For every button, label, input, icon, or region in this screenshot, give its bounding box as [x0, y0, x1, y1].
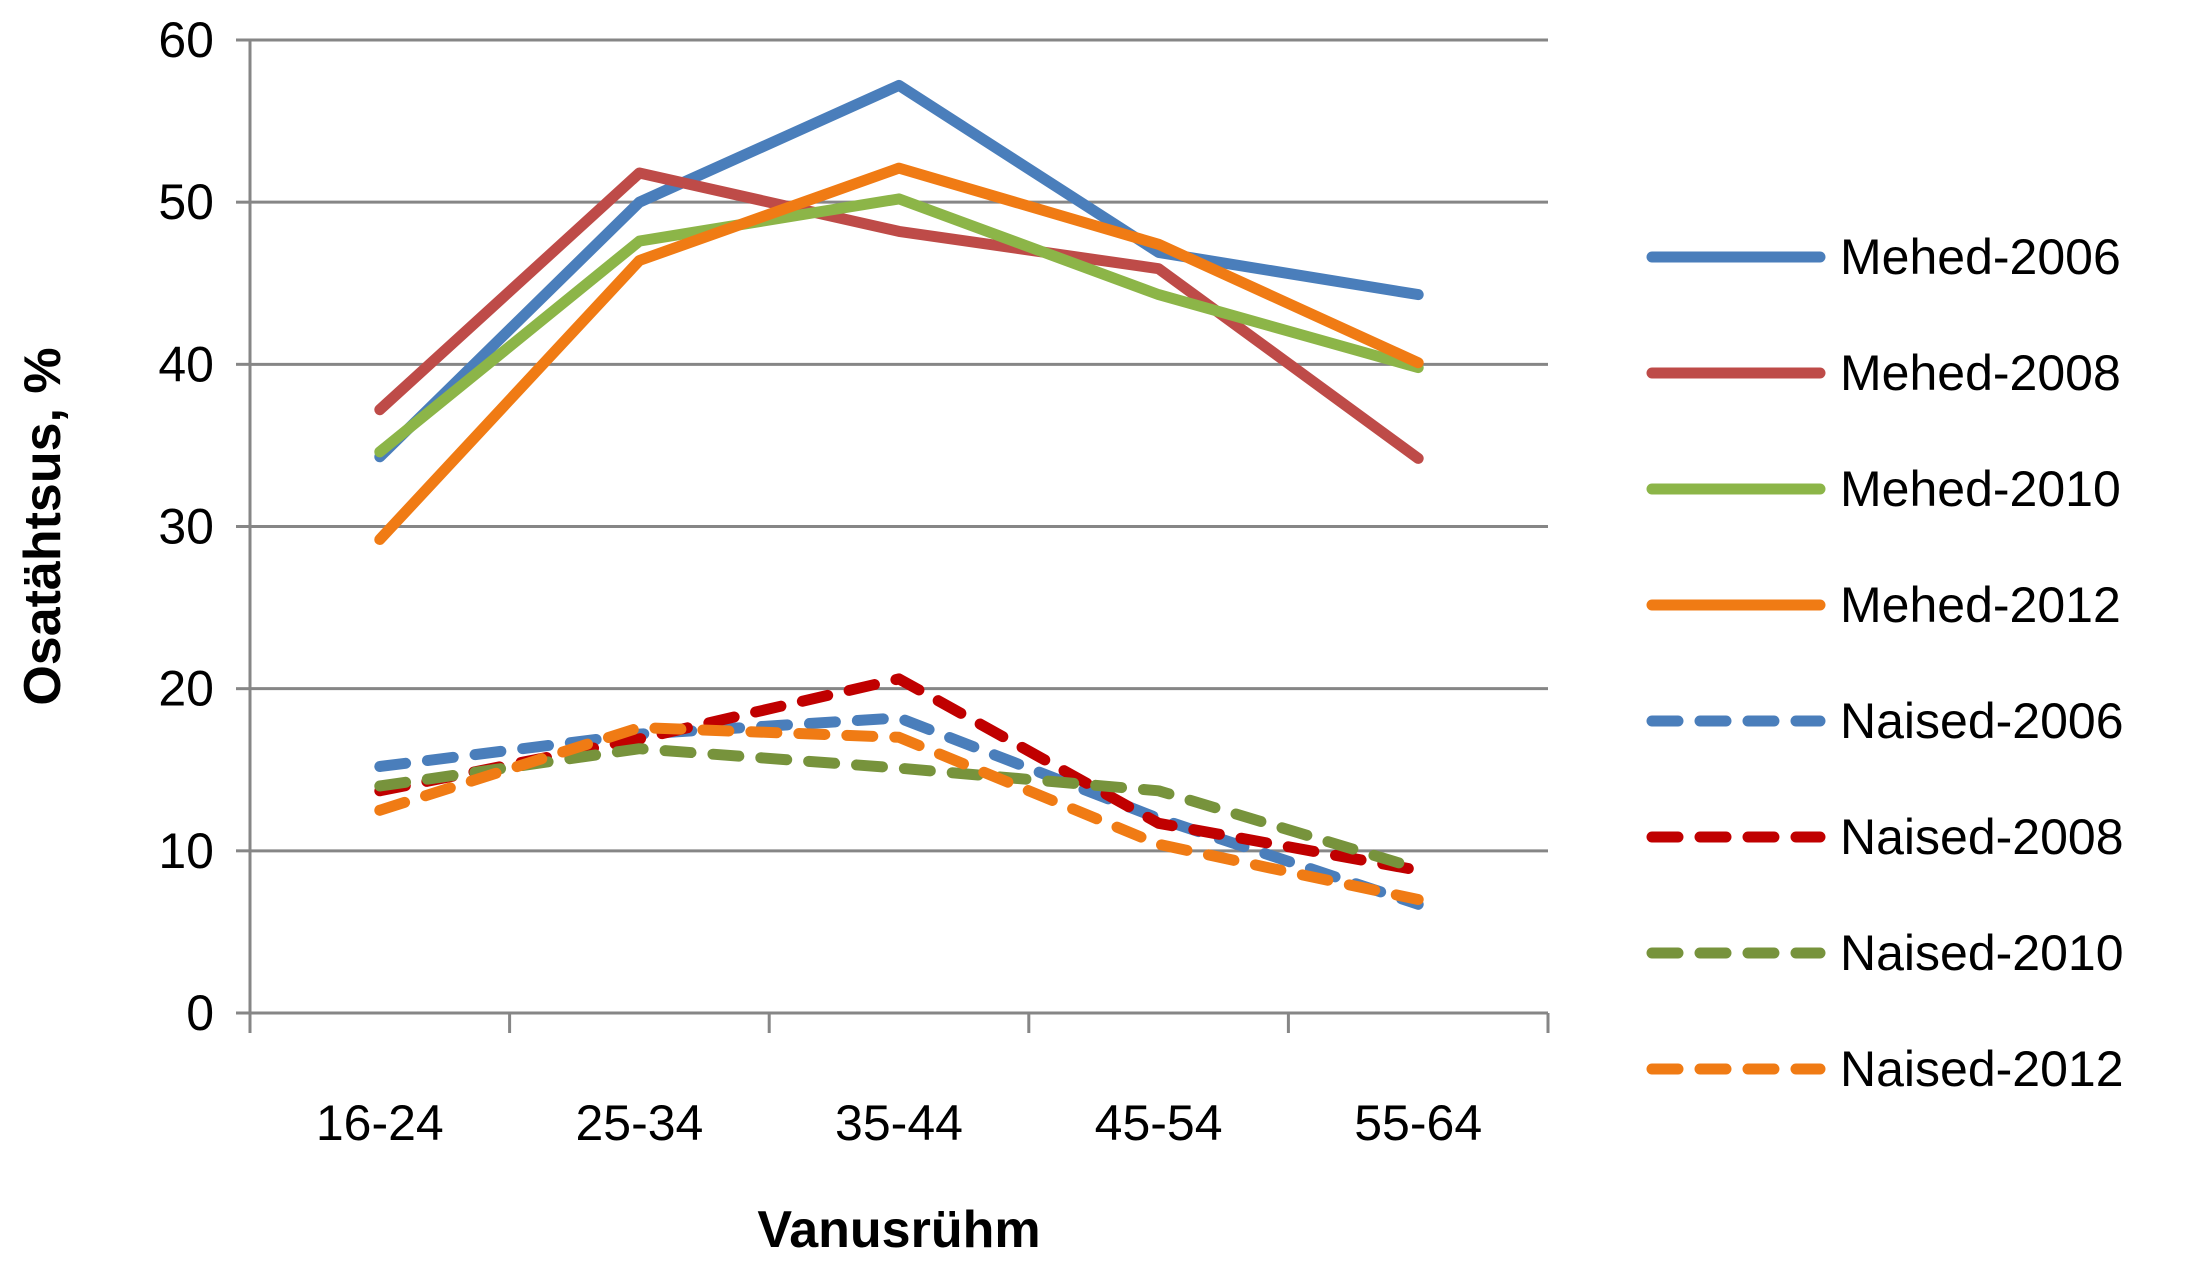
- series-line-mehed-2012: [374, 162, 1424, 545]
- legend-label: Naised-2008: [1840, 809, 2124, 865]
- legend-label: Mehed-2012: [1840, 577, 2121, 633]
- series-line-naised-2012: [374, 722, 1424, 905]
- series-lines: [374, 79, 1424, 910]
- y-tick-label: 10: [158, 823, 214, 879]
- y-tick-label: 30: [158, 499, 214, 555]
- x-axis-title: Vanusrühm: [757, 1201, 1040, 1259]
- legend: Mehed-2006 Mehed-2008 Mehed-2010 Mehed-2012…: [1646, 229, 2124, 1097]
- legend-label: Mehed-2006: [1840, 229, 2121, 285]
- x-tick-label: 25-34: [575, 1095, 703, 1151]
- series-line-mehed-2008: [374, 167, 1424, 464]
- y-tick-label: 0: [186, 985, 214, 1041]
- x-tick-label: 55-64: [1354, 1095, 1482, 1151]
- gridlines: [250, 38, 1548, 853]
- series-line-mehed-2010: [374, 193, 1424, 458]
- legend-label: Naised-2010: [1840, 925, 2124, 981]
- series-line-naised-2010: [374, 743, 1424, 875]
- x-tick-label: 16-24: [316, 1095, 444, 1151]
- legend-label: Mehed-2008: [1840, 345, 2121, 401]
- y-tick-label: 60: [158, 12, 214, 68]
- y-tick-label: 40: [158, 336, 214, 392]
- y-tick-label: 20: [158, 661, 214, 717]
- series-line-naised-2006: [374, 712, 1424, 910]
- axes: 0 10 20 30 40 50 60 16-24 25-34 35-44 45-54 55-64: [158, 12, 1550, 1151]
- y-tick-label: 50: [158, 174, 214, 230]
- series-line-mehed-2006: [374, 79, 1424, 463]
- y-axis-title: Osatähtsus, %: [14, 347, 72, 705]
- series-line-naised-2008: [374, 673, 1424, 876]
- legend-label: Naised-2006: [1840, 693, 2124, 749]
- x-tick-label: 45-54: [1095, 1095, 1223, 1151]
- legend-label: Naised-2012: [1840, 1041, 2124, 1097]
- x-tick-label: 35-44: [835, 1095, 963, 1151]
- legend-label: Mehed-2010: [1840, 461, 2121, 517]
